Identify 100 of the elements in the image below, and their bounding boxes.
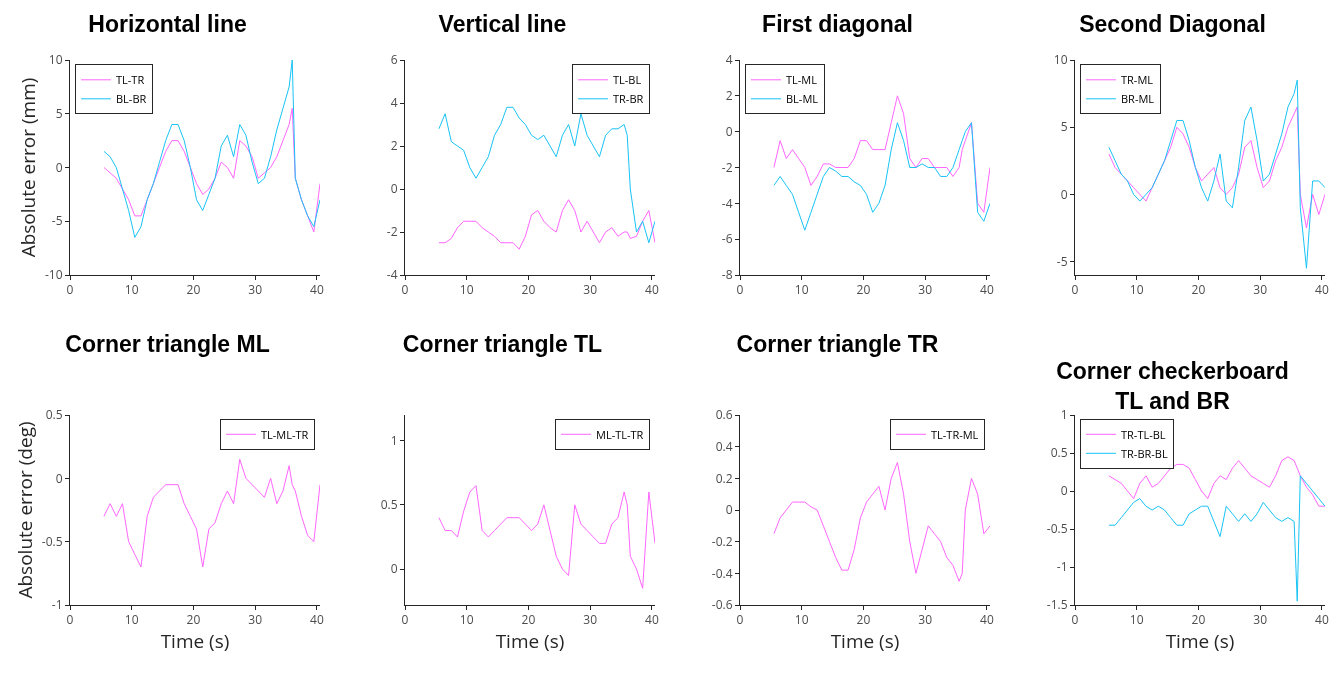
x-tick-label: 20 <box>1191 281 1206 299</box>
y-tick-label: -0.4 <box>711 564 733 582</box>
y-tick-label: 0.2 <box>715 469 733 487</box>
y-tick-label: -2 <box>721 158 733 176</box>
x-tick-label: 30 <box>918 281 933 299</box>
x-tick-label: 40 <box>980 611 994 629</box>
x-tick-label: 40 <box>645 281 659 299</box>
y-tick-label: 0.5 <box>45 406 63 424</box>
line-series <box>1108 456 1325 507</box>
x-tick-label: 0 <box>66 611 74 629</box>
chart-title: Corner triangle TL <box>402 331 603 357</box>
x-tick-label: 20 <box>186 281 201 299</box>
legend-label: ML-TL-TR <box>596 426 644 442</box>
legend-label: BL-BR <box>116 91 147 107</box>
y-tick-label: 0 <box>390 180 398 198</box>
x-tick-label: 20 <box>521 281 536 299</box>
x-tick-label: 40 <box>310 281 324 299</box>
legend-label: TL-BL <box>613 72 642 88</box>
line-series <box>103 458 320 568</box>
y-tick-label: 0 <box>725 501 733 519</box>
x-tick-label: 10 <box>1129 281 1144 299</box>
y-tick-label: 1 <box>1060 406 1068 424</box>
legend-label: TL-ML-TR <box>261 426 309 442</box>
y-tick-label: 10 <box>48 51 63 69</box>
y-tick-label: 0 <box>55 469 63 487</box>
y-tick-label: 4 <box>725 51 733 69</box>
x-tick-label: 20 <box>856 281 871 299</box>
line-series <box>438 485 655 589</box>
x-tick-label: 0 <box>401 611 409 629</box>
x-tick-label: 10 <box>794 611 809 629</box>
y-tick-label: 0 <box>390 560 398 578</box>
y-tick-label: 6 <box>390 51 398 69</box>
y-tick-label: 0.5 <box>1050 444 1068 462</box>
legend-label: TR-BR-BL <box>1121 445 1168 461</box>
x-tick-label: 30 <box>583 281 598 299</box>
legend-label: TL-TR <box>116 72 145 88</box>
x-tick-label: 0 <box>1071 281 1079 299</box>
chart-title: Corner triangle ML <box>65 331 270 357</box>
y-tick-label: -5 <box>1056 252 1068 270</box>
legend-label: TR-ML <box>1121 72 1154 88</box>
x-tick-label: 40 <box>980 281 994 299</box>
y-tick-label: -1 <box>51 596 63 614</box>
x-tick-label: 30 <box>918 611 933 629</box>
x-tick-label: 20 <box>1191 611 1206 629</box>
x-tick-label: 20 <box>186 611 201 629</box>
legend-label: TL-TR-ML <box>931 426 979 442</box>
x-tick-label: 30 <box>248 611 263 629</box>
y-tick-label: -0.2 <box>711 532 733 550</box>
y-tick-label: 1 <box>390 431 398 449</box>
line-series <box>1108 475 1325 602</box>
x-tick-label: 40 <box>1315 611 1329 629</box>
y-tick-label: -0.5 <box>41 532 63 550</box>
x-axis-title: Time (s) <box>830 628 900 655</box>
y-tick-label: 4 <box>390 94 398 112</box>
y-tick-label: 0.6 <box>715 406 733 424</box>
line-series <box>773 122 990 231</box>
y-tick-label: 0.4 <box>715 437 733 455</box>
x-axis-title: Time (s) <box>495 628 565 655</box>
x-tick-label: 0 <box>1071 611 1079 629</box>
x-tick-label: 10 <box>459 281 474 299</box>
x-tick-label: 40 <box>1315 281 1329 299</box>
x-tick-label: 0 <box>736 281 744 299</box>
x-axis-title: Time (s) <box>1165 628 1235 655</box>
x-tick-label: 0 <box>401 281 409 299</box>
x-tick-label: 30 <box>1253 611 1268 629</box>
x-tick-label: 10 <box>794 281 809 299</box>
line-series <box>773 95 990 213</box>
chart-title: Vertical line <box>438 11 567 37</box>
x-tick-label: 30 <box>583 611 598 629</box>
line-series <box>103 60 320 238</box>
y-tick-label: 10 <box>1053 51 1068 69</box>
y-tick-label: -6 <box>721 230 733 248</box>
y-tick-label: 0.5 <box>380 496 398 514</box>
x-tick-label: 20 <box>856 611 871 629</box>
y-tick-label: -4 <box>721 194 733 212</box>
y-tick-label: 2 <box>390 137 398 155</box>
legend-label: TR-BR <box>613 91 644 107</box>
y-tick-label: -0.5 <box>1046 520 1068 538</box>
legend-label: BL-ML <box>786 91 819 107</box>
x-tick-label: 10 <box>1129 611 1144 629</box>
y-tick-label: -8 <box>721 266 733 284</box>
legend-label: TL-ML <box>786 72 818 88</box>
y-axis-title: Absolute error (mm) <box>14 77 41 258</box>
x-tick-label: 30 <box>248 281 263 299</box>
y-tick-label: 0 <box>725 122 733 140</box>
y-tick-label: -10 <box>45 266 63 284</box>
y-tick-label: 5 <box>55 104 63 122</box>
x-tick-label: 10 <box>124 281 139 299</box>
line-series <box>438 106 655 244</box>
y-tick-label: 0 <box>55 158 63 176</box>
chart-title: Second Diagonal <box>1079 11 1266 37</box>
x-tick-label: 10 <box>124 611 139 629</box>
y-tick-label: -2 <box>386 223 398 241</box>
x-tick-label: 40 <box>310 611 324 629</box>
line-series <box>438 199 655 250</box>
x-tick-label: 0 <box>66 281 74 299</box>
x-tick-label: 10 <box>459 611 474 629</box>
legend-label: TR-TL-BL <box>1121 426 1166 442</box>
y-tick-label: -0.6 <box>711 596 733 614</box>
legend-label: BR-ML <box>1121 91 1155 107</box>
